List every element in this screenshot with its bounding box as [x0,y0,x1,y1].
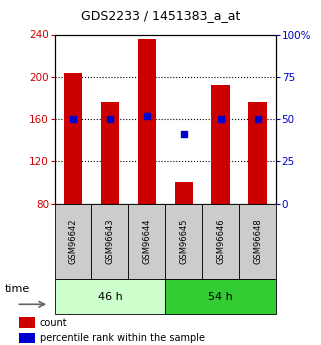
Bar [101,102,119,204]
Text: GSM96645: GSM96645 [179,219,188,264]
Bar [138,39,156,204]
Bar [248,102,267,204]
Bar [212,85,230,204]
Point [218,116,223,122]
Bar [165,204,202,279]
Point [71,116,76,122]
Bar [202,204,239,279]
Text: GSM96644: GSM96644 [142,219,152,264]
Bar [55,279,165,314]
Bar [91,204,128,279]
Text: GSM96648: GSM96648 [253,219,262,264]
Point [107,116,113,122]
Bar [64,72,82,204]
Text: GSM96646: GSM96646 [216,219,225,264]
Text: time: time [4,284,30,294]
Bar [55,204,91,279]
Text: 54 h: 54 h [208,292,233,302]
Text: count: count [40,318,68,328]
Bar [175,183,193,204]
Bar [165,279,276,314]
Text: GSM96643: GSM96643 [105,219,115,264]
Bar [19,333,35,344]
Point [144,113,150,118]
Text: percentile rank within the sample: percentile rank within the sample [40,333,205,343]
Bar [19,317,35,328]
Text: 46 h: 46 h [98,292,122,302]
Bar [128,204,165,279]
Text: GSM96642: GSM96642 [68,219,78,264]
Point [181,131,187,137]
Point [255,116,260,122]
Text: GDS2233 / 1451383_a_at: GDS2233 / 1451383_a_at [81,9,240,22]
Bar [239,204,276,279]
